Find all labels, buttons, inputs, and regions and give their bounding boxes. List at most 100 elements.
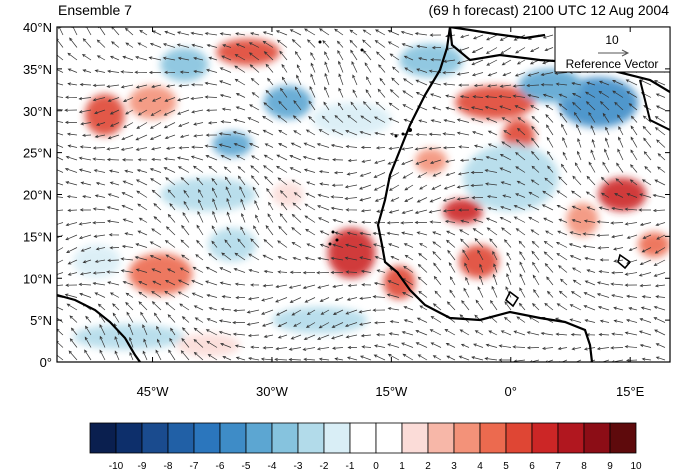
wind-vector [414, 220, 427, 225]
wind-vector [630, 164, 638, 173]
wind-vector [57, 259, 64, 264]
wind-vector [430, 93, 442, 98]
wind-vector [124, 232, 134, 236]
wind-vector [444, 329, 456, 336]
wind-vector [630, 136, 638, 148]
wind-vector [178, 122, 190, 127]
wind-vector [302, 347, 316, 351]
wind-vector [190, 96, 204, 101]
wind-vector [347, 219, 358, 224]
wind-vector [611, 234, 624, 239]
shading-blob [518, 68, 583, 103]
wind-vector [278, 225, 288, 236]
wind-vector [78, 222, 92, 226]
wind-vector [616, 162, 624, 173]
wind-vector [138, 291, 148, 298]
wind-vector [67, 272, 78, 276]
wind-vector [388, 117, 400, 123]
wind-vector [374, 321, 386, 325]
wind-vector [205, 155, 218, 161]
wind-vector [656, 234, 666, 240]
wind-vector [459, 229, 470, 236]
wind-vector [653, 272, 666, 277]
wind-vector [107, 69, 120, 73]
wind-vector [655, 222, 666, 227]
wind-vector [344, 196, 358, 201]
wind-vector [136, 190, 148, 198]
wind-vector [211, 177, 218, 186]
wind-vector [142, 324, 148, 336]
wind-vector [208, 165, 218, 173]
wind-vector [373, 172, 386, 178]
wind-vector [125, 301, 134, 311]
wind-vector [457, 172, 470, 176]
wind-vector [278, 100, 288, 111]
wind-vector [374, 40, 386, 48]
wind-vector [306, 243, 316, 248]
wind-vector [358, 184, 372, 190]
wind-vector [543, 240, 554, 248]
wind-vector [64, 108, 78, 112]
wind-vector [499, 167, 512, 173]
wind-vector [432, 106, 442, 111]
wind-vector [303, 357, 316, 362]
wind-vector [571, 81, 582, 86]
wind-vector [471, 59, 484, 66]
wind-vector [332, 243, 344, 248]
wind-vector [376, 333, 386, 337]
wind-vector [263, 165, 274, 173]
wind-vector [318, 322, 330, 329]
wind-vector [506, 261, 512, 273]
wind-vector [177, 166, 190, 173]
wind-vector [602, 112, 610, 123]
wind-vector [138, 217, 148, 223]
wind-vector [555, 82, 568, 86]
wind-vector [358, 243, 372, 248]
wind-vector [445, 172, 456, 177]
wind-vector [219, 281, 232, 286]
wind-vector [626, 234, 638, 239]
wind-vector [218, 143, 232, 148]
wind-vector [582, 232, 596, 236]
wind-vector [376, 269, 386, 273]
lat-tick-label: 0° [40, 355, 52, 370]
wind-vector [310, 73, 316, 86]
wind-vector [193, 56, 204, 61]
wind-vector [106, 84, 120, 88]
wind-vector [67, 52, 78, 61]
plot-title-left: Ensemble 7 [58, 2, 132, 18]
wind-vector [234, 344, 246, 348]
wind-vector [360, 145, 372, 150]
wind-vector [124, 169, 134, 173]
colorbar-label: -5 [242, 461, 251, 471]
wind-vector [319, 243, 330, 248]
wind-vector [275, 165, 288, 173]
wind-vector [150, 178, 162, 186]
wind-vector [498, 358, 511, 362]
wind-vector [304, 215, 316, 223]
shading-blob [383, 265, 416, 300]
wind-vector [57, 234, 64, 239]
wind-vector [281, 63, 288, 73]
wind-vector [137, 158, 148, 162]
wind-vector [628, 103, 638, 111]
wind-vector [193, 122, 204, 126]
wind-vector [518, 302, 526, 311]
wind-vector [388, 146, 400, 151]
wind-vector [65, 181, 78, 186]
wind-vector [545, 104, 554, 111]
colorbar: -10 -9 -8 -7 -6 -5 -4 -3 -2 -1 0 1 2 3 4 5 6 7 8 9 10 [89, 422, 642, 471]
wind-vector [57, 169, 64, 173]
wind-vector [206, 68, 218, 73]
wind-vector [114, 335, 120, 348]
wind-vector [442, 197, 456, 202]
wind-vector [125, 109, 134, 115]
wind-vector [464, 262, 470, 273]
wind-vector [456, 118, 470, 123]
colorbar-label: 0 [373, 461, 379, 471]
wind-vector [639, 284, 652, 288]
wind-vector [82, 69, 92, 73]
wind-vector [304, 297, 316, 303]
wind-vector [576, 123, 582, 136]
wind-vector [151, 157, 162, 162]
